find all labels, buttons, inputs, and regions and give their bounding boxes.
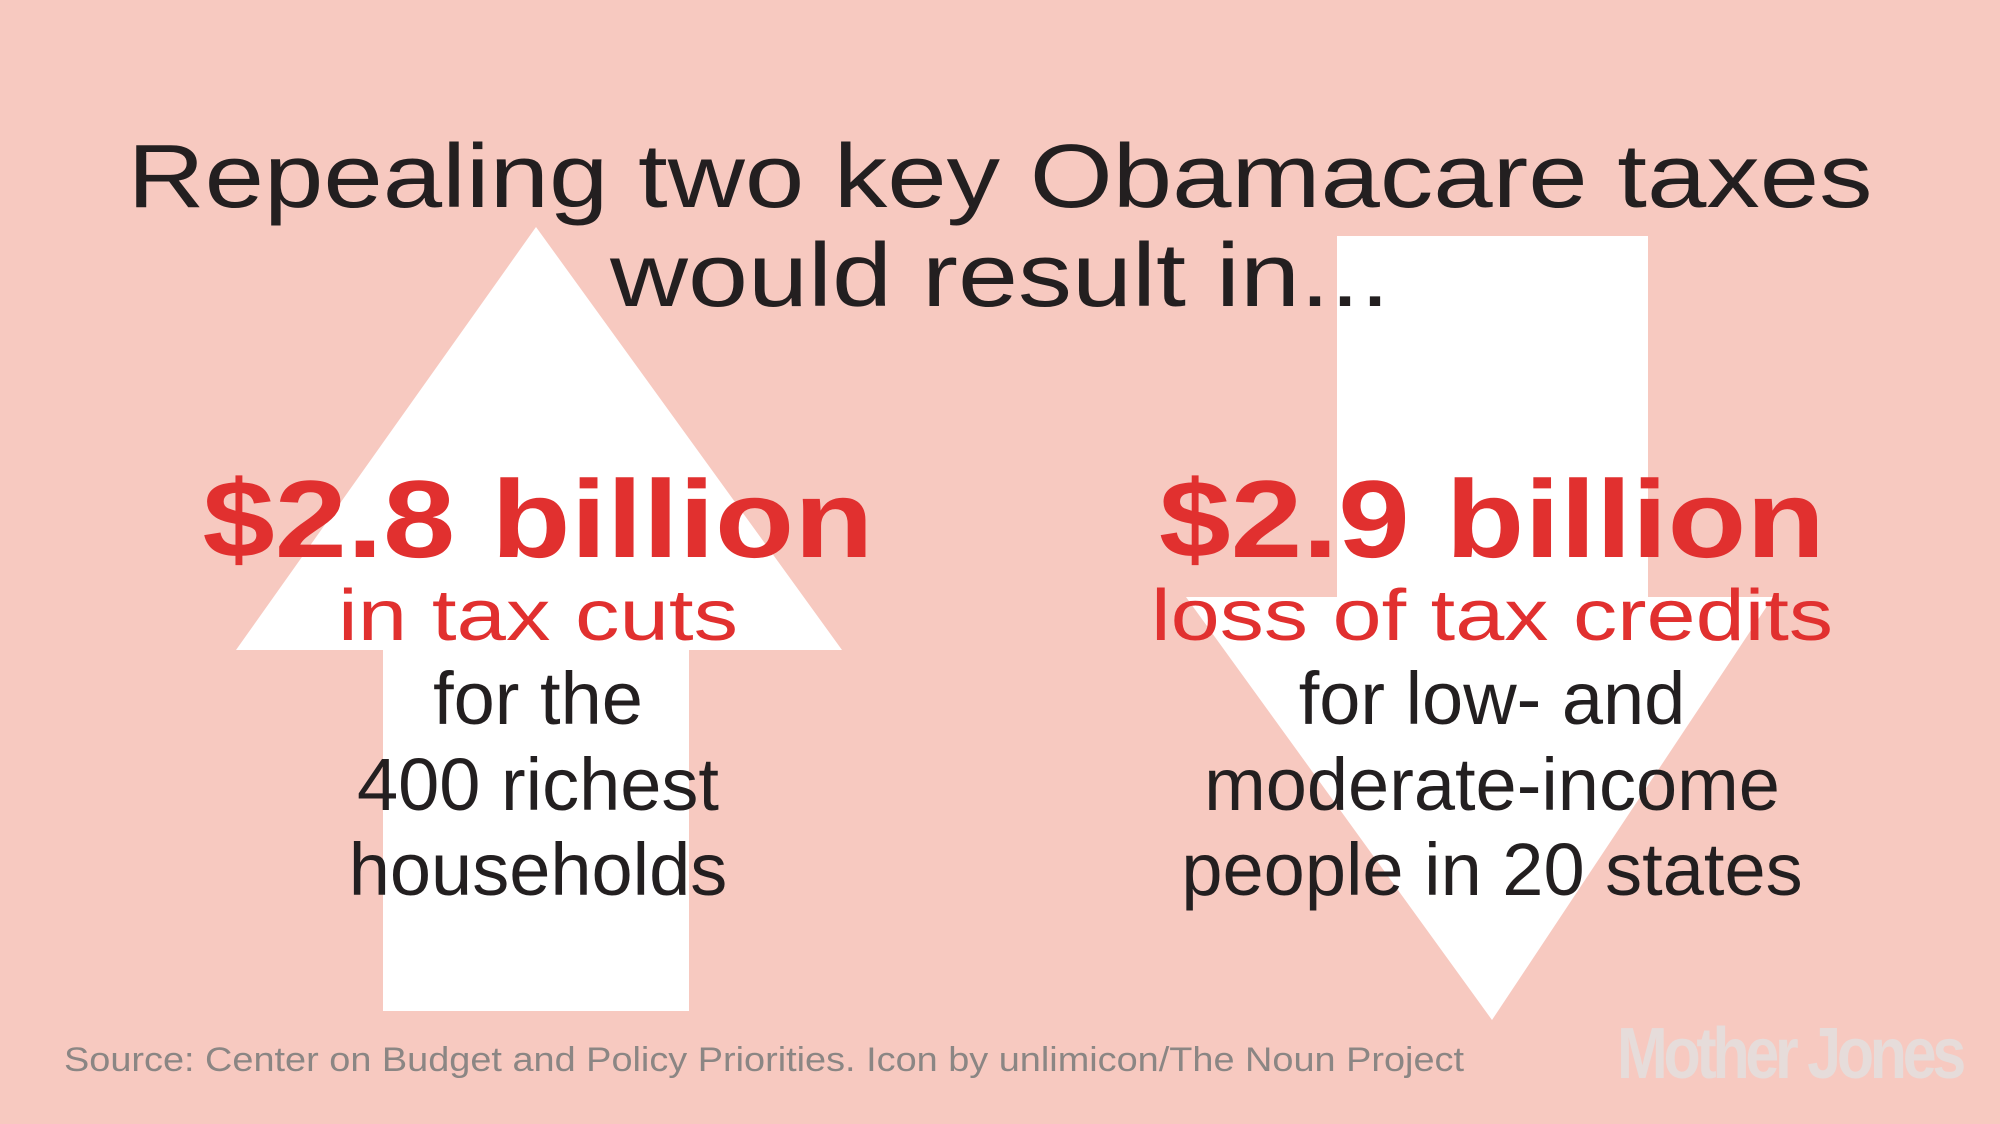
down-arrow [1186,236,1773,1020]
description-line: households [349,828,728,911]
up-arrow [236,227,842,1011]
title-line: would result in... [609,226,1390,326]
description-line: 400 richest [357,743,719,826]
description-line: for low- and [1299,657,1686,740]
source: Source: Center on Budget and Policy Prio… [64,1041,1465,1079]
description-line: for the [433,657,643,740]
subtitle: in tax cuts [338,576,738,656]
logo: Mother Jones [1617,1014,1964,1094]
description-line: people in 20 states [1181,828,1802,911]
amount: $2.9 billion [1159,458,1825,581]
amount: $2.8 billion [203,458,874,581]
subtitle: loss of tax credits [1151,576,1833,656]
description-line: moderate-income [1204,743,1780,826]
title-line: Repealing two key Obamacare taxes [128,127,1873,227]
